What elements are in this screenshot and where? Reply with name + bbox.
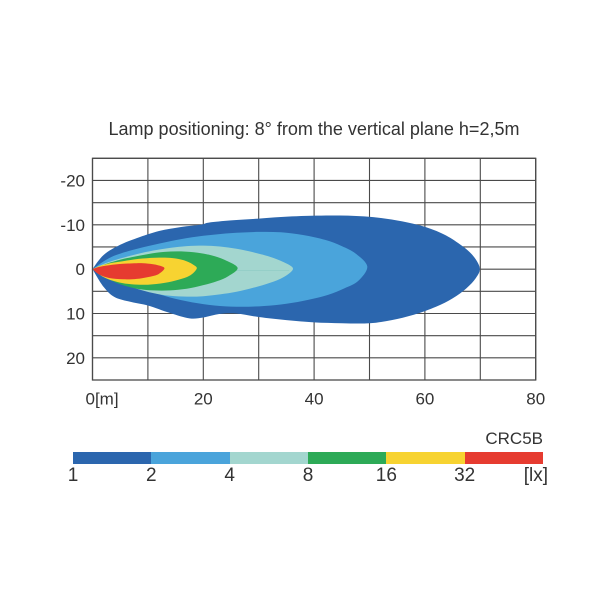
legend-tick-4: 4 [224,465,235,486]
y-tick-label-20: 20 [66,349,85,368]
legend-tick-8: 8 [302,465,314,486]
legend-unit-label: [lx] [523,465,548,486]
x-tick-label-60: 60 [415,390,434,409]
legend-colorbar [73,452,543,464]
legend-segment-2lx [151,452,230,464]
x-tick-label-20: 20 [194,390,213,409]
x-tick-label-0[m]: 0[m] [86,390,119,409]
legend-tick-16: 16 [375,465,397,486]
x-tick-label-40: 40 [305,390,324,409]
x-tick-label-80: 80 [526,390,545,409]
legend-tick-2: 2 [146,465,157,486]
y-tick-label--10: -10 [60,216,85,235]
isolux-plot: -20 -10 0 10 20 0[m] 20 40 60 80 [60,157,545,409]
legend-segment-1lx [73,452,152,464]
y-tick-label--20: -20 [60,171,85,190]
y-tick-label-10: 10 [66,304,85,323]
legend-segment-32lx [464,452,543,464]
legend-segment-4lx [229,452,308,464]
chart-title: Lamp positioning: 8° from the vertical p… [108,119,520,139]
legend-tick-32: 32 [454,465,476,486]
plot-border [91,157,537,381]
legend-segment-8lx [307,452,387,464]
series-label: CRC5B [485,429,543,448]
legend-colorbar-labels: 1 2 4 8 16 32 [lx] [0,465,610,487]
legend-tick-1: 1 [67,465,79,486]
legend-segment-16lx [386,452,465,464]
y-tick-label-0: 0 [76,260,85,279]
contour-32lx-region [92,263,165,280]
